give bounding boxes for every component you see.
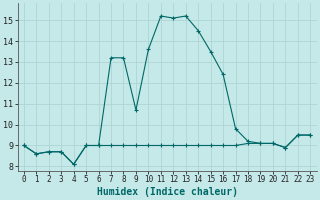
- X-axis label: Humidex (Indice chaleur): Humidex (Indice chaleur): [97, 186, 237, 197]
